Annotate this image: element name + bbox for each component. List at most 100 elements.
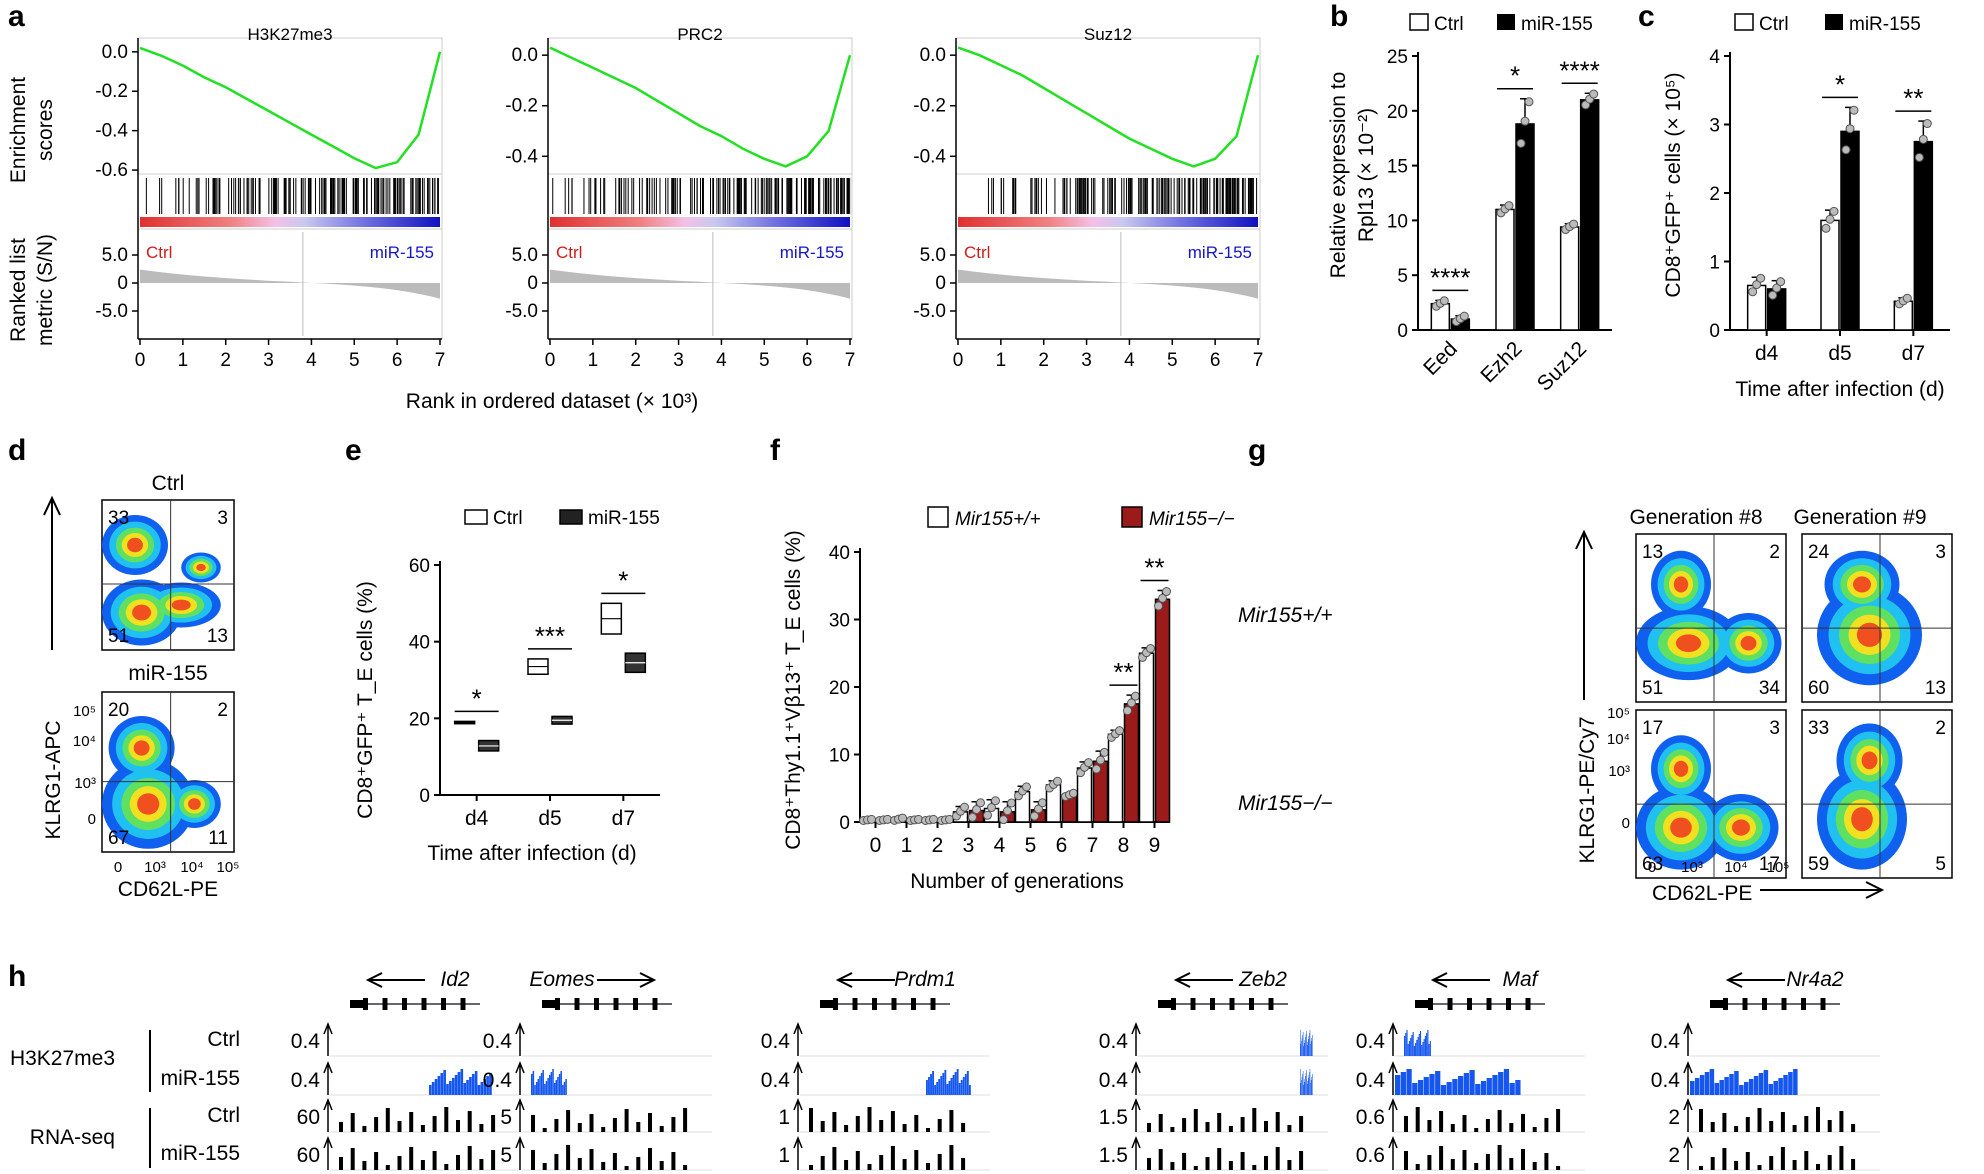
h3k27me3-signal [1704,1072,1710,1095]
h3k27me3-signal [942,1073,945,1095]
gene-exon [574,998,580,1010]
y-tick-label: 40 [409,633,430,654]
gene-exon [1525,998,1531,1010]
track-scale: 0.4 [291,1069,321,1092]
quadrant-ul: 33 [1808,718,1829,739]
h3k27me3-signal [1310,1083,1311,1095]
x-tick-label: 2 [1038,350,1049,371]
rnaseq-signal [1509,1123,1514,1132]
h3k27me3-signal [936,1082,939,1095]
mir-label: miR-155 [370,243,434,262]
significance-marker: * [1835,69,1845,99]
rnaseq-signal [1804,1116,1809,1132]
h3k27me3-signal [1744,1082,1749,1095]
flow-ytick: 10³ [74,775,96,792]
rnaseq-signal [350,1148,355,1170]
h3k27me3-signal [1415,1043,1417,1056]
replicate-dot [1162,587,1171,597]
rnaseq-signal [961,1123,966,1132]
rnaseq-signal [1404,1116,1408,1132]
h3k27me3-signal [454,1075,458,1095]
h3k27me3-signal [486,1076,489,1095]
quadrant-ur: 3 [217,508,228,529]
rnaseq-signal [1780,1147,1785,1170]
rnaseq-signal [1299,1151,1304,1170]
h3k27me3-signal [463,1083,466,1095]
ylabel-es-2: scores [34,99,57,161]
gene-exon [1801,998,1806,1010]
legend-swatch-ctrl [1409,13,1429,31]
gene-exon [852,998,858,1010]
replicate-dot [1776,277,1786,287]
rnaseq-signal [683,1108,688,1132]
h3k27me3-signal [1690,1081,1695,1095]
rnaseq-signal [855,1151,860,1170]
replicate-dot [1589,89,1599,99]
h3k27me3-signal [1429,1041,1431,1056]
track-scale: 60 [297,1144,320,1167]
rnaseq-signal [1415,1164,1420,1170]
h3k27me3-signal [1440,1085,1447,1095]
rnaseq-signal [855,1116,860,1132]
ylabel-f: CD8⁺Thy1.1⁺Vβ13⁺ T_E cells (%) [782,530,805,850]
flow-plot: 13 2 51 34 [1635,533,1787,703]
panel-label-c: c [1638,0,1655,33]
track-axis-arrow [515,1135,525,1170]
h3k27me3-signal [1408,1041,1411,1056]
rnaseq-signal [432,1151,437,1170]
rnaseq-signal [937,1119,942,1132]
rnaseq-signal [879,1155,884,1170]
track-axis-arrow [1131,1135,1141,1170]
row-label: Ctrl [207,1104,240,1127]
rnaseq-signal [636,1157,641,1170]
rnaseq-signal [1228,1161,1233,1170]
rnaseq-signal [1287,1160,1292,1170]
es-curve [957,46,1260,168]
col-title-gen8: Generation #8 [1629,506,1762,529]
h3k27me3-signal [940,1076,943,1095]
xlabel-g: CD62L-PE [1652,882,1752,905]
gene-track-3: Zeb2 0.4 0.4 1.5 1.5 [1099,968,1328,1171]
h3k27me3-signal [1435,1071,1441,1095]
rnaseq-signal [844,1125,849,1132]
h3k27me3-signal [1305,1034,1307,1056]
track-axis-arrow [1131,1097,1141,1132]
rnaseq-signal [531,1150,535,1170]
rnaseq-signal [420,1125,425,1132]
density-layer [1732,819,1750,836]
rnaseq-signal [491,1150,496,1170]
rnaseq-signal [902,1124,907,1132]
gene-exon [911,998,916,1010]
h3k27me3-signal [1407,1044,1409,1056]
panel-label-a: a [8,0,25,33]
rnaseq-signal [456,1155,460,1170]
rnaseq-signal [1699,1166,1703,1170]
h3k27me3-signal [1423,1039,1425,1056]
rnaseq-signal [577,1158,582,1170]
rnaseq-signal [409,1112,414,1132]
legend-swatch-ctrl [1734,13,1754,31]
gene-exon [1229,998,1235,1010]
replicate-dot [1756,273,1766,283]
h3k27me3-signal [557,1077,559,1095]
rnaseq-signal [409,1147,414,1170]
flow-ytick: 10⁴ [1607,731,1630,748]
rnaseq-signal [1427,1155,1432,1170]
density-layer [132,604,152,621]
category-label: 8 [1118,834,1130,857]
rnaseq-signal [1205,1157,1210,1170]
h3k27me3-signal [1300,1030,1301,1056]
quadrant-ur: 2 [1769,542,1780,563]
quadrant-ul: 33 [108,508,129,529]
significance-marker: **** [1430,262,1470,292]
rnaseq-signal [339,1157,343,1170]
x-tick-label: 3 [1081,350,1092,371]
quadrant-lr: 13 [207,626,228,647]
rank-tick-label: 0 [935,273,946,294]
y-tick-label: 0 [419,786,430,807]
replicate-dot [1096,755,1105,765]
h3k27me3-signal [962,1077,965,1095]
significance-marker: *** [535,621,565,651]
gene-exon [460,998,466,1010]
rank-tick-label: 0 [117,273,128,294]
